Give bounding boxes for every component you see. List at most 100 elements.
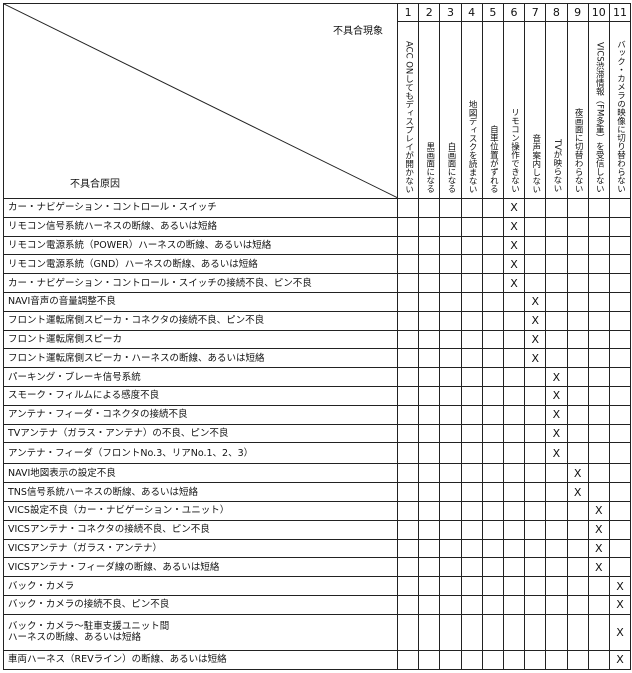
symptom-label: バック・カメラの映像に切り替わらない (615, 40, 626, 193)
x-mark: X (587, 538, 610, 559)
empty-cell (502, 291, 526, 312)
table-row: アンテナ・フィーダ・コネクタの接続不良 X (3, 404, 632, 425)
empty-cell (545, 613, 568, 651)
empty-cell (418, 254, 441, 275)
column-number: 9 (566, 3, 589, 22)
symptom-label: VICS渋滞情報（FM多重）を受信しない (594, 42, 605, 193)
empty-cell (460, 329, 483, 350)
empty-cell (587, 235, 610, 256)
empty-cell (460, 649, 483, 670)
column-symptom: 音声案内しない (524, 21, 547, 199)
empty-cell (439, 310, 462, 331)
empty-cell (587, 198, 610, 218)
empty-cell (545, 291, 568, 312)
x-mark: X (524, 291, 547, 312)
empty-cell (439, 500, 462, 521)
empty-cell (566, 613, 589, 651)
column-number: 5 (481, 3, 504, 22)
empty-cell (524, 557, 547, 578)
empty-cell (418, 538, 441, 559)
empty-cell (481, 463, 504, 484)
x-mark: X (608, 576, 632, 596)
empty-cell (418, 329, 441, 350)
symptom-label: 白画面になる (445, 142, 456, 193)
empty-cell (439, 235, 462, 256)
empty-cell (545, 594, 568, 615)
cause-cell: バック・カメラ～駐車支援ユニット間 ハーネスの断線、あるいは短絡 (3, 613, 398, 651)
empty-cell (418, 423, 441, 444)
empty-cell (608, 273, 632, 293)
empty-cell (418, 576, 441, 596)
empty-cell (608, 519, 632, 540)
x-mark: X (502, 198, 526, 218)
table-row: TVアンテナ（ガラス・アンテナ）の不良、ピン不良 X (3, 423, 632, 444)
empty-cell (566, 423, 589, 444)
empty-cell (439, 198, 462, 218)
empty-cell (418, 216, 441, 237)
column-symptom: VICS渋滞情報（FM多重）を受信しない (587, 21, 610, 199)
empty-cell (524, 482, 547, 502)
empty-cell (545, 348, 568, 369)
cause-cell: TVアンテナ（ガラス・アンテナ）の不良、ピン不良 (3, 423, 398, 444)
table-row: バック・カメラ～駐車支援ユニット間 ハーネスの断線、あるいは短絡 X (3, 613, 632, 651)
empty-cell (418, 310, 441, 331)
empty-cell (396, 613, 420, 651)
empty-cell (608, 216, 632, 237)
empty-cell (502, 519, 526, 540)
empty-cell (608, 557, 632, 578)
empty-cell (396, 273, 420, 293)
empty-cell (439, 649, 462, 670)
empty-cell (587, 463, 610, 484)
table-row: リモコン電源系統（GND）ハーネスの断線、あるいは短絡 X (3, 254, 632, 275)
empty-cell (481, 404, 504, 425)
empty-cell (566, 216, 589, 237)
empty-cell (587, 404, 610, 425)
empty-cell (566, 442, 589, 465)
empty-cell (439, 273, 462, 293)
cause-cell: カー・ナビゲーション・コントロール・スイッチの接続不良、ピン不良 (3, 273, 398, 293)
empty-cell (439, 254, 462, 275)
cause-cell: カー・ナビゲーション・コントロール・スイッチ (3, 198, 398, 218)
empty-cell (587, 273, 610, 293)
empty-cell (502, 310, 526, 331)
empty-cell (545, 235, 568, 256)
empty-cell (524, 423, 547, 444)
empty-cell (396, 404, 420, 425)
empty-cell (608, 348, 632, 369)
empty-cell (608, 463, 632, 484)
column-number: 10 (587, 3, 610, 22)
cause-cell: 車両ハーネス（REVライン）の断線、あるいは短絡 (3, 649, 398, 670)
empty-cell (481, 538, 504, 559)
column-symptom: 地図ディスクを読まない (460, 21, 483, 199)
table-row: VICSアンテナ・コネクタの接続不良、ピン不良 X (3, 519, 632, 540)
empty-cell (439, 576, 462, 596)
cause-cell: TNS信号系統ハーネスの断線、あるいは短絡 (3, 482, 398, 502)
empty-cell (439, 291, 462, 312)
empty-cell (481, 613, 504, 651)
empty-cell (587, 329, 610, 350)
empty-cell (524, 254, 547, 275)
empty-cell (460, 404, 483, 425)
cause-cell: アンテナ・フィーダ（フロントNo.3、リアNo.1、2、3） (3, 442, 398, 465)
empty-cell (524, 463, 547, 484)
empty-cell (439, 329, 462, 350)
empty-cell (418, 442, 441, 465)
x-mark: X (545, 404, 568, 425)
empty-cell (481, 385, 504, 406)
x-mark: X (566, 482, 589, 502)
empty-cell (481, 198, 504, 218)
empty-cell (439, 404, 462, 425)
empty-cell (566, 519, 589, 540)
column-symptom: 自車位置がずれる (481, 21, 504, 199)
x-mark: X (608, 594, 632, 615)
empty-cell (566, 594, 589, 615)
empty-cell (418, 594, 441, 615)
column-number: 3 (439, 3, 462, 22)
cause-cell: リモコン電源系統（POWER）ハーネスの断線、あるいは短絡 (3, 235, 398, 256)
x-mark: X (587, 519, 610, 540)
empty-cell (481, 235, 504, 256)
empty-cell (587, 594, 610, 615)
empty-cell (481, 442, 504, 465)
empty-cell (608, 404, 632, 425)
empty-cell (439, 367, 462, 387)
